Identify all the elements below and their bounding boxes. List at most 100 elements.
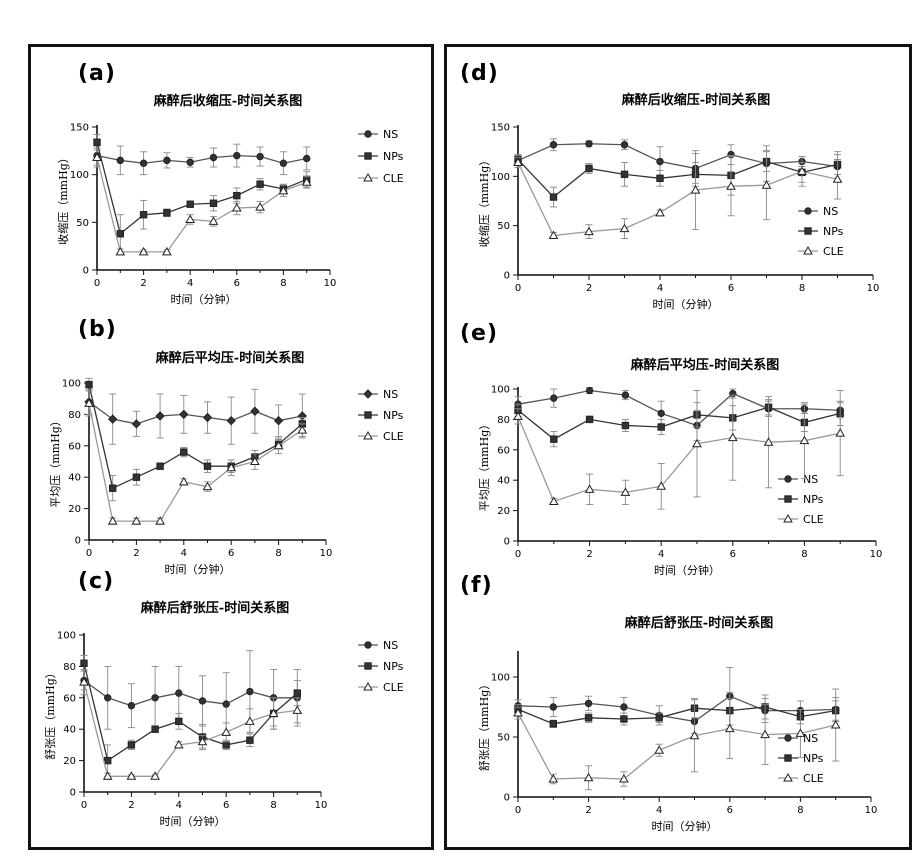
- series-cle: [92, 147, 312, 256]
- series-ns: [514, 386, 844, 442]
- y-tick-label: 80: [68, 410, 81, 421]
- legend-marker: [363, 681, 373, 691]
- data-point: [268, 708, 279, 717]
- series-line: [88, 403, 303, 522]
- series-ns: [514, 666, 840, 734]
- legend-item-cle: CLE: [778, 772, 824, 785]
- data-point: [163, 209, 171, 217]
- data-point: [548, 496, 559, 505]
- data-point: [102, 771, 113, 780]
- data-point: [155, 411, 165, 421]
- legend-label: CLE: [383, 172, 404, 185]
- legend-label: NS: [383, 639, 398, 652]
- y-axis-label: 平均压（mmHg）: [49, 415, 62, 508]
- data-point: [835, 428, 846, 437]
- y-tick-label: 40: [497, 476, 510, 487]
- legend-item-cle: CLE: [778, 513, 824, 526]
- data-point: [763, 437, 774, 446]
- y-tick-label: 50: [76, 218, 89, 229]
- series-nps: [85, 377, 307, 502]
- data-point: [655, 714, 663, 722]
- x-tick-label: 0: [515, 805, 521, 816]
- legend-item-nps: NPs: [358, 150, 404, 163]
- data-point: [222, 700, 230, 708]
- legend-label: NPs: [383, 660, 404, 673]
- series-line: [517, 416, 841, 503]
- series-line: [517, 162, 838, 237]
- data-point: [799, 435, 810, 445]
- x-tick-label: 10: [324, 278, 337, 289]
- data-point: [256, 180, 264, 188]
- series-ns: [80, 650, 301, 736]
- data-point: [246, 736, 254, 744]
- data-point: [297, 425, 308, 434]
- x-tick-label: 10: [315, 800, 328, 811]
- legend-marker: [783, 772, 793, 782]
- legend-marker: [364, 641, 372, 649]
- legend-item-ns: NS: [358, 388, 398, 401]
- data-point: [132, 473, 141, 481]
- data-point: [226, 462, 237, 472]
- chart-title: 麻醉后平均压-时间关系图: [630, 357, 779, 373]
- data-point: [127, 701, 136, 710]
- legend-label: CLE: [803, 772, 824, 785]
- series-nps: [514, 399, 844, 448]
- data-point: [107, 516, 118, 525]
- data-point: [620, 487, 631, 496]
- data-point: [657, 409, 665, 418]
- y-tick-label: 0: [504, 271, 510, 282]
- series-line: [517, 159, 838, 198]
- data-point: [513, 411, 523, 420]
- x-axis-label: 时间（分钟）: [653, 297, 719, 311]
- data-point: [657, 423, 665, 431]
- data-point: [549, 720, 557, 728]
- data-point: [175, 689, 183, 697]
- data-point: [585, 164, 593, 173]
- data-point: [208, 216, 219, 225]
- legend-label: NS: [383, 128, 398, 141]
- data-point: [179, 409, 189, 420]
- data-point: [278, 185, 289, 195]
- data-point: [127, 741, 136, 749]
- data-point: [175, 717, 183, 726]
- data-point: [585, 140, 593, 148]
- data-point: [178, 476, 189, 486]
- series-line: [96, 157, 307, 253]
- x-tick-label: 0: [86, 548, 92, 559]
- legend-item-cle: CLE: [358, 681, 404, 694]
- x-tick-label: 6: [728, 283, 734, 294]
- y-tick-label: 20: [63, 756, 76, 767]
- y-tick-label: 100: [70, 170, 89, 181]
- series-line: [517, 389, 841, 427]
- data-point: [584, 714, 593, 722]
- series-line: [88, 401, 303, 425]
- legend-label: NS: [803, 473, 818, 486]
- data-point: [583, 772, 594, 782]
- y-tick-label: 80: [497, 415, 510, 426]
- y-tick-label: 50: [497, 221, 510, 232]
- x-tick-label: 8: [270, 800, 276, 811]
- data-point: [761, 180, 772, 189]
- x-tick-label: 6: [234, 278, 240, 289]
- x-tick-label: 4: [187, 278, 193, 289]
- legend-marker: [363, 172, 373, 182]
- x-tick-label: 8: [799, 283, 805, 294]
- legend-label: NPs: [383, 409, 404, 422]
- legend-marker: [784, 734, 792, 742]
- data-point: [198, 697, 207, 705]
- series-cle: [79, 669, 303, 780]
- data-point: [156, 462, 164, 470]
- data-point: [585, 415, 594, 424]
- data-point: [690, 185, 701, 194]
- data-point: [151, 725, 159, 733]
- series-line: [83, 663, 298, 762]
- data-point: [115, 246, 126, 256]
- chart-title: 麻醉后舒张压-时间关系图: [140, 600, 289, 616]
- series-line: [83, 681, 298, 777]
- data-point: [79, 677, 89, 686]
- legend-label: CLE: [823, 245, 844, 258]
